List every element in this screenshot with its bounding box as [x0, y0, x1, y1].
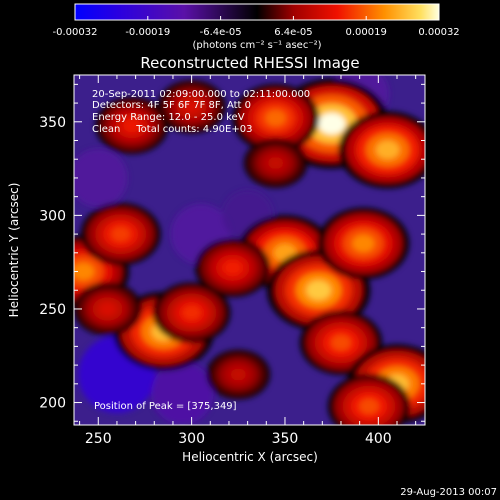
- energy-range-text: Energy Range: 12.0 - 25.0 keV: [92, 112, 245, 123]
- footer-date: 29-Aug-2013 00:07: [400, 487, 497, 498]
- y-axis: 200 250 300 350: [39, 83, 425, 422]
- colorbar-tick-label: 6.4e-05: [274, 27, 312, 38]
- heatmap-bright-region: [182, 305, 201, 320]
- x-axis-label: Heliocentric X (arcsec): [182, 450, 318, 464]
- colorbar-tick-label: -0.00019: [125, 27, 170, 38]
- y-tick-label: 200: [39, 396, 66, 412]
- heatmap-dark-region: [151, 362, 214, 425]
- x-axis: 250 300 350 400: [79, 75, 417, 447]
- colorbar-tick-labels: -0.00032 -0.00019 -6.4e-05 6.4e-05 0.00019 0.…: [53, 27, 460, 38]
- heatmap-bright-region: [99, 302, 116, 316]
- heatmap-dark-region: [74, 148, 128, 208]
- heatmap-bright-region: [352, 234, 375, 253]
- y-tick-label: 300: [39, 208, 66, 224]
- plot-frame: [73, 74, 426, 426]
- heatmap-bright-region: [331, 334, 351, 351]
- peak-position-text: Position of Peak = [375,349]: [94, 401, 237, 412]
- heatmap-bright-region: [230, 368, 246, 381]
- colorbar-tick-label: 0.00019: [346, 27, 387, 38]
- x-tick-label: 250: [85, 431, 112, 447]
- heatmap-bright-region: [265, 109, 287, 127]
- x-tick-label: 300: [178, 431, 205, 447]
- heatmap-bright-region: [111, 226, 131, 242]
- heatmap-bright-region: [375, 140, 400, 160]
- heatmap-bright-region: [306, 280, 331, 300]
- y-axis-label: Heliocentric Y (arcsec): [7, 183, 21, 318]
- x-tick-label: 350: [272, 431, 299, 447]
- clean-counts-text: Clean Total counts: 4.90E+03: [92, 124, 252, 135]
- heatmap-bright-region: [317, 112, 346, 135]
- colorbar-tick-label: -0.00032: [53, 27, 98, 38]
- time-range-text: 20-Sep-2011 02:09:00.000 to 02:11:00.000: [92, 89, 310, 100]
- plot-annotations: 20-Sep-2011 02:09:00.000 to 02:11:00.000…: [92, 89, 310, 412]
- colorbar-label: (photons cm⁻² s⁻¹ asec⁻²): [192, 40, 321, 51]
- x-tick-label: 400: [365, 431, 392, 447]
- heatmap: [74, 75, 425, 425]
- heatmap-bright-region: [74, 262, 95, 281]
- y-tick-label: 250: [39, 302, 66, 318]
- heatmap-bright-region: [183, 100, 200, 114]
- heatmap-bright-region: [268, 156, 284, 169]
- colorbar: [74, 3, 440, 21]
- colorbar-tick-label: 0.00032: [418, 27, 459, 38]
- heatmap-bright-region: [359, 398, 379, 415]
- heatmap-bright-region: [123, 118, 141, 133]
- y-tick-label: 350: [39, 115, 66, 131]
- heatmap-bright-region: [223, 260, 242, 275]
- detectors-text: Detectors: 4F 5F 6F 7F 8F, Att 0: [92, 100, 251, 111]
- colorbar-ticks: [74, 16, 440, 20]
- heatmap-blobs: [74, 75, 425, 425]
- chart-title: Reconstructed RHESSI Image: [140, 54, 359, 72]
- colorbar-tick-label: -6.4e-05: [200, 27, 242, 38]
